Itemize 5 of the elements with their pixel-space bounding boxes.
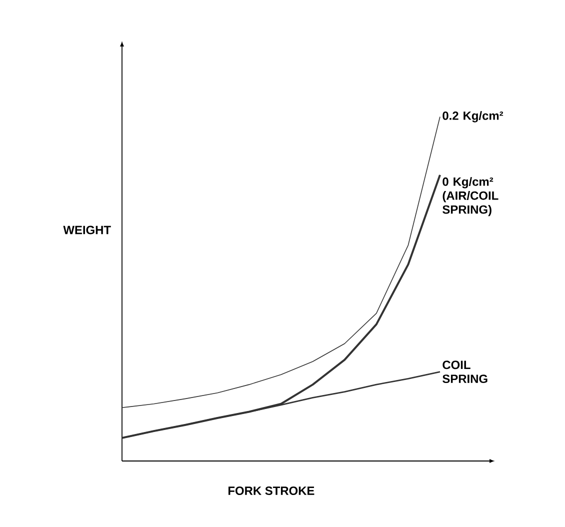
series-label: COIL SPRING: [442, 360, 488, 384]
series-label: 0.2 Kg/cm²: [442, 111, 504, 122]
y-axis-title: WEIGHT: [63, 226, 111, 234]
x-axis-title: FORK STROKE: [228, 486, 314, 495]
series-label: 0 Kg/cm² (AIR/COIL SPRING): [442, 177, 498, 216]
